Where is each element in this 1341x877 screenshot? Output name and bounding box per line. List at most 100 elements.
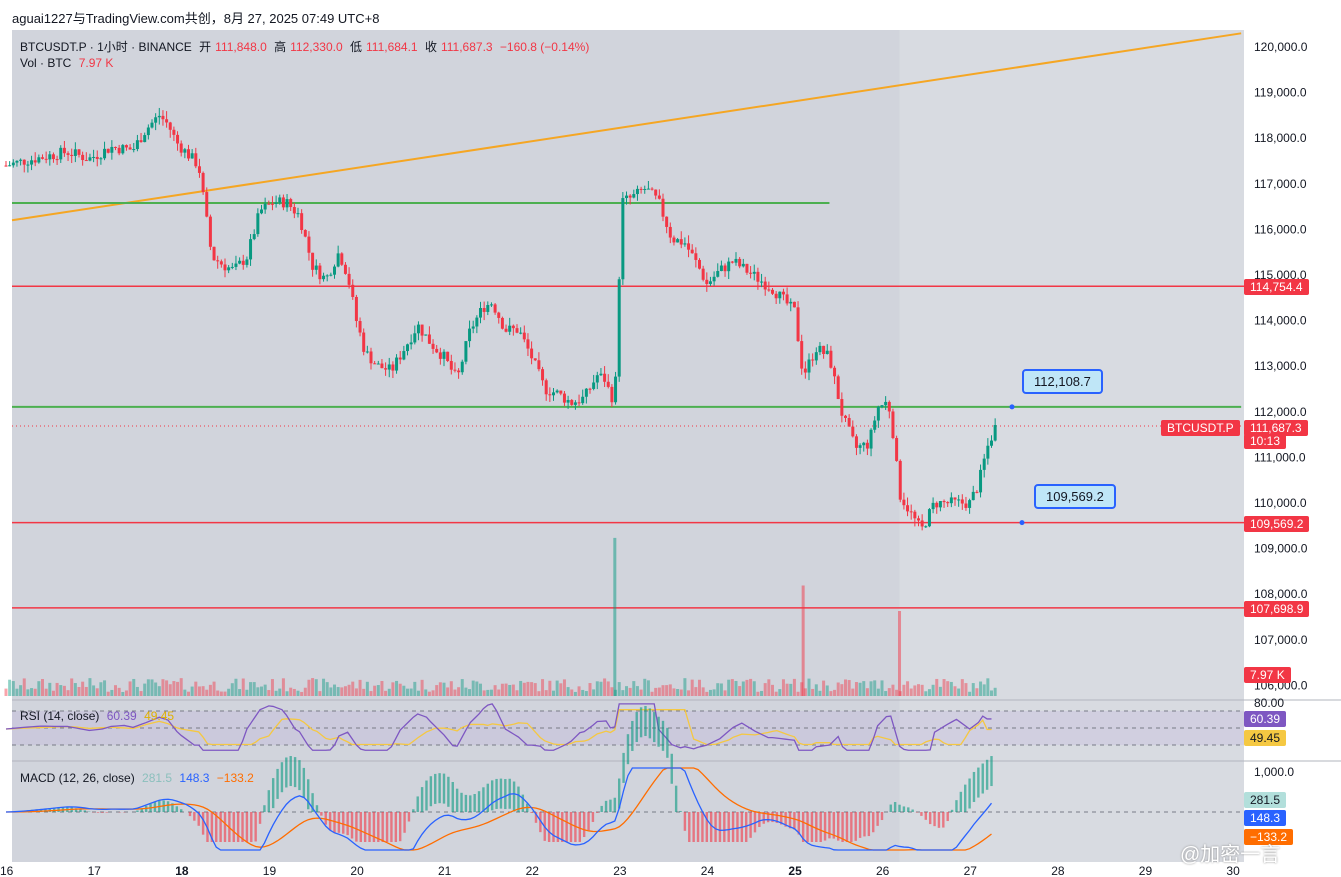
tag-support-107698[interactable]: 107,698.9: [1244, 601, 1310, 617]
candle-body: [581, 396, 585, 404]
time-tick-label: 16: [0, 864, 14, 877]
volume-bar: [581, 689, 585, 696]
rsi-label[interactable]: RSI (14, close): [20, 709, 100, 723]
volume-bar: [249, 682, 253, 696]
macd-histogram-bar: [464, 794, 468, 812]
volume-label[interactable]: Vol · BTC: [20, 56, 72, 70]
volume-legend: Vol · BTC 7.97 K: [20, 56, 117, 70]
macd-histogram-bar: [490, 780, 494, 811]
tag-current-symbol[interactable]: BTCUSDT.P: [1161, 420, 1240, 436]
candle-body: [11, 162, 15, 166]
volume-bar: [822, 680, 826, 696]
macd-histogram-bar: [797, 812, 800, 835]
volume-bar: [289, 687, 293, 696]
candle-body: [37, 157, 41, 163]
macd-histogram-bar: [845, 812, 849, 842]
callout-109569[interactable]: 109,569.2: [1034, 484, 1116, 509]
volume-bar: [37, 681, 41, 696]
volume-bar: [41, 679, 44, 696]
macd-histogram-bar: [416, 796, 419, 812]
time-axis[interactable]: [0, 862, 1341, 877]
callout-112108[interactable]: 112,108.7: [1022, 369, 1103, 394]
macd-histogram-bar: [731, 812, 735, 842]
macd-histogram-bar: [977, 767, 980, 798]
candle-body: [33, 160, 37, 163]
macd-histogram-bar: [363, 812, 367, 842]
legend-symbol[interactable]: BTCUSDT.P · 1小时 · BINANCE: [20, 40, 192, 54]
candle-body: [267, 203, 271, 205]
macd-hist-value: 281.5: [142, 771, 173, 785]
macd-histogram-bar: [359, 812, 362, 842]
volume-bar: [475, 681, 479, 696]
volume-bar: [840, 684, 844, 696]
candle-body: [482, 308, 486, 312]
candle-body: [183, 149, 187, 153]
macd-histogram-bar: [79, 809, 82, 812]
macd-histogram-bar: [166, 801, 170, 812]
macd-histogram-bar: [631, 720, 634, 751]
candle-body: [690, 249, 694, 254]
candle-body: [869, 429, 873, 449]
volume-bar: [460, 679, 464, 696]
volume-bar: [252, 682, 256, 696]
volume-bar: [260, 686, 263, 696]
candle-body: [260, 209, 263, 214]
volume-bar: [384, 690, 388, 696]
macd-histogram-bar: [688, 812, 691, 842]
volume-bar: [566, 687, 570, 696]
volume-bar: [796, 691, 800, 696]
volume-bar: [11, 681, 15, 696]
legend-high-value: 112,330.0: [290, 40, 343, 54]
macd-histogram-bar: [600, 805, 603, 812]
candle-body: [468, 328, 472, 342]
candle-body: [858, 445, 862, 448]
macd-histogram-bar: [328, 812, 332, 831]
candle-body: [957, 499, 961, 501]
candle-body: [365, 351, 369, 353]
candle-body: [537, 360, 541, 370]
macd-histogram-bar: [96, 812, 100, 813]
tag-support-109569[interactable]: 109,569.2: [1244, 516, 1310, 532]
macd-histogram-bar: [618, 778, 621, 809]
candle-body: [884, 401, 888, 406]
candle-body: [752, 271, 756, 274]
volume-bar: [917, 684, 920, 696]
volume-bar: [157, 686, 161, 696]
macd-histogram-bar: [307, 779, 310, 810]
macd-histogram-bar: [670, 753, 673, 784]
tag-resistance-114754[interactable]: 114,754.4: [1244, 279, 1309, 295]
candle-body: [727, 261, 731, 272]
macd-histogram-bar: [679, 810, 682, 812]
candle-body: [391, 364, 395, 371]
price-tick-label: 115,000.0: [1254, 268, 1307, 282]
macd-histogram-bar: [561, 812, 564, 842]
price-tick-label: 120,000.0: [1254, 40, 1308, 54]
macd-histogram-bar: [872, 812, 875, 833]
volume-bar: [468, 689, 472, 696]
candle-body: [781, 291, 785, 295]
volume-bar: [960, 679, 964, 696]
candle-body: [577, 402, 581, 404]
macd-histogram-bar: [587, 812, 590, 831]
macd-histogram-bar: [534, 812, 538, 823]
candle-body: [924, 526, 928, 528]
macd-label[interactable]: MACD (12, 26, close): [20, 771, 135, 785]
volume-bar: [311, 678, 315, 696]
candle-body: [438, 352, 442, 359]
volume-bar: [552, 690, 555, 696]
volume-bar: [143, 683, 147, 696]
macd-histogram-bar: [223, 812, 227, 842]
volume-bar: [197, 686, 201, 696]
volume-bar: [245, 689, 249, 696]
macd-histogram-bar: [955, 800, 958, 812]
tag-current-price[interactable]: 111,687.3: [1244, 420, 1308, 436]
volume-bar: [84, 686, 88, 696]
macd-histogram-bar: [902, 806, 906, 812]
volume-bar: [431, 690, 435, 696]
candle-body: [909, 511, 913, 513]
volume-bar: [865, 688, 869, 696]
candle-body: [694, 253, 698, 260]
macd-histogram-bar: [959, 791, 963, 812]
candle-body: [508, 325, 512, 332]
